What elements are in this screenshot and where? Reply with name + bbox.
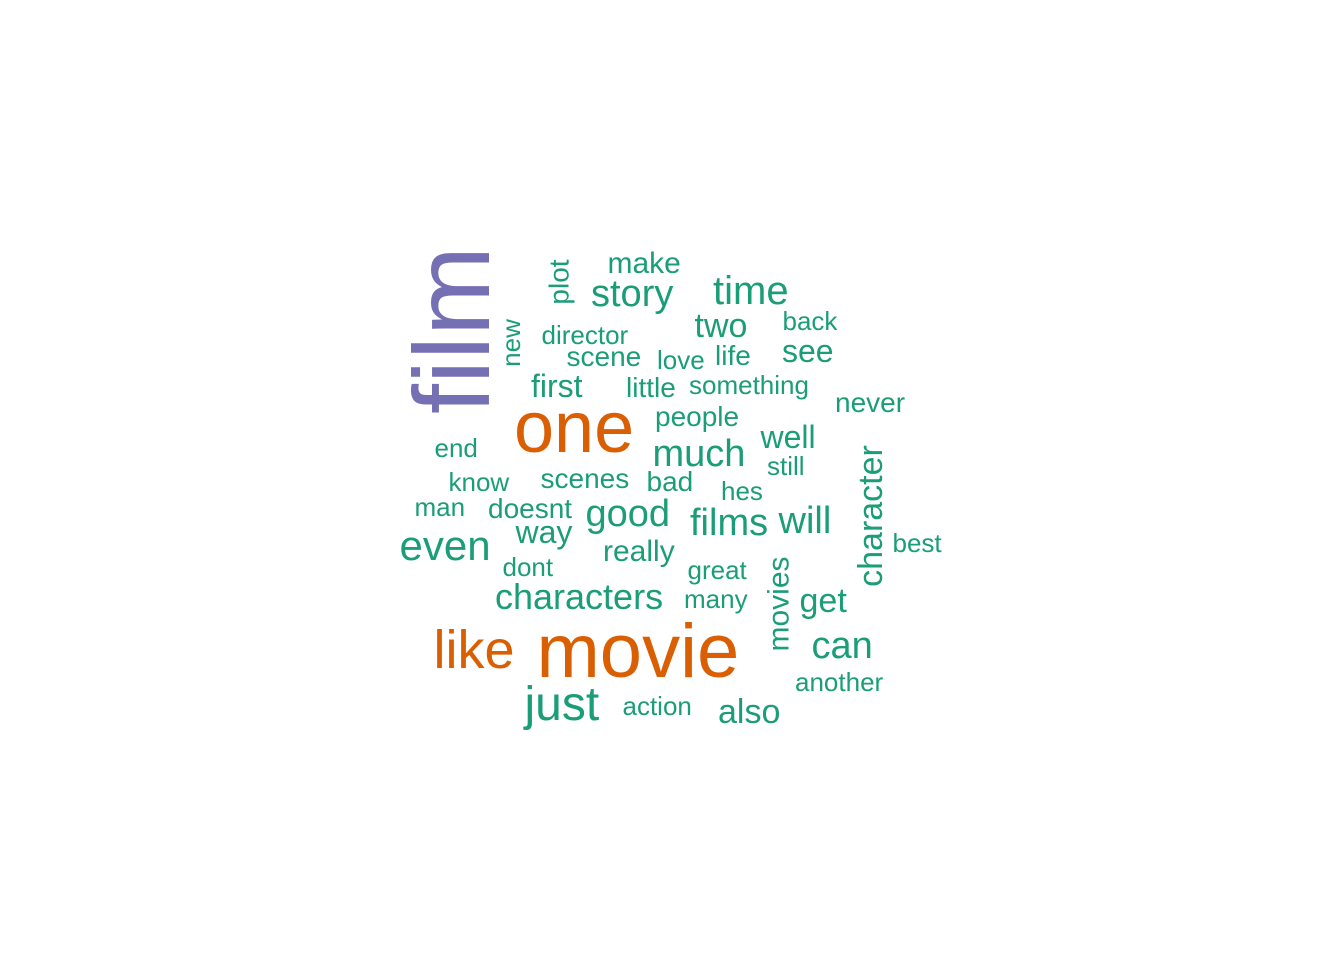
word-film: film bbox=[390, 246, 512, 414]
word-characters: characters bbox=[495, 576, 664, 617]
word-doesnt: doesnt bbox=[488, 493, 573, 524]
word-people: people bbox=[655, 401, 740, 432]
word-really: really bbox=[603, 535, 675, 568]
word-man: man bbox=[414, 492, 466, 522]
word-films: films bbox=[690, 502, 769, 544]
word-director: director bbox=[541, 320, 629, 350]
word-character: character bbox=[851, 445, 890, 587]
word-much: much bbox=[652, 433, 746, 475]
word-little: little bbox=[626, 372, 676, 403]
word-story: story bbox=[591, 273, 674, 315]
word-make: make bbox=[607, 247, 681, 280]
word-end: end bbox=[434, 433, 478, 463]
word-another: another bbox=[795, 667, 884, 697]
word-still: still bbox=[767, 451, 805, 481]
word-something: something bbox=[689, 370, 809, 400]
word-good: good bbox=[585, 493, 671, 535]
word-like: like bbox=[433, 620, 515, 680]
word-know: know bbox=[448, 467, 510, 497]
word-get: get bbox=[799, 582, 847, 620]
word-action: action bbox=[622, 691, 692, 721]
word-just: just bbox=[524, 678, 600, 731]
word-also: also bbox=[718, 693, 781, 731]
word-way: way bbox=[515, 514, 573, 550]
word-two: two bbox=[694, 307, 748, 345]
word-many: many bbox=[684, 584, 748, 614]
word-can: can bbox=[811, 625, 873, 667]
word-bad: bad bbox=[646, 466, 694, 497]
word-never: never bbox=[835, 387, 906, 418]
word-great: great bbox=[687, 555, 747, 585]
word-scene: scene bbox=[566, 341, 642, 372]
word-movie: movie bbox=[536, 609, 740, 694]
word-see: see bbox=[782, 333, 834, 369]
word-one: one bbox=[514, 388, 635, 468]
word-time: time bbox=[713, 269, 789, 313]
word-love: love bbox=[657, 345, 705, 375]
word-life: life bbox=[715, 340, 751, 371]
word-movies: movies bbox=[762, 556, 796, 652]
word-best: best bbox=[892, 528, 942, 558]
word-scenes: scenes bbox=[540, 463, 630, 494]
word-even: even bbox=[399, 522, 491, 569]
word-first: first bbox=[531, 368, 583, 404]
word-hes: hes bbox=[721, 476, 763, 506]
word-well: well bbox=[760, 419, 816, 455]
word-back: back bbox=[782, 306, 838, 336]
word-will: will bbox=[778, 500, 832, 542]
word-dont: dont bbox=[502, 552, 554, 582]
word-plot: plot bbox=[543, 259, 575, 305]
word-new: new bbox=[495, 319, 526, 367]
